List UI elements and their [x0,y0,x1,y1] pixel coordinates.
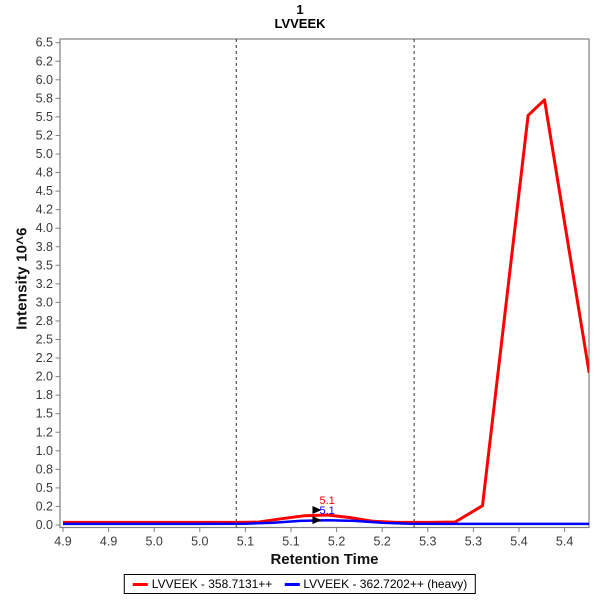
y-tick-label: 0.2 [36,499,53,513]
plot-border [59,38,590,529]
x-tick-label: 5.4 [556,535,573,549]
legend-item: LVVEEK - 362.7202++ (heavy) [284,577,467,591]
y-tick-label: 5.5 [36,110,53,124]
y-tick-label: 5.2 [36,128,53,142]
chart-title-peptide: LVVEEK [274,16,326,31]
peak-rt-annotation: 5.1 [319,505,334,517]
x-tick-label: 4.9 [100,535,117,549]
y-tick-label: 3.8 [36,240,53,254]
y-tick-label: 2.2 [36,351,53,365]
y-tick-label: 0.5 [36,481,53,495]
chart-title-number: 1 [296,2,304,17]
peak-annotation-arrow-icon [312,505,322,514]
y-tick-label: 6.5 [36,36,53,50]
y-tick-label: 3.2 [36,277,53,291]
series-line-light [63,98,589,524]
legend-label: LVVEEK - 362.7202++ (heavy) [303,577,468,591]
y-tick-label: 3.5 [36,258,53,272]
x-axis-label: Retention Time [270,551,379,568]
y-tick-label: 4.0 [36,221,53,235]
y-tick-label: 1.2 [36,425,53,439]
legend-line-sample-icon [132,582,148,586]
series-line-heavy [63,518,589,526]
x-tick-label: 5.3 [465,535,482,549]
y-tick-label: 4.8 [36,166,53,180]
y-tick-label: 2.0 [36,370,53,384]
y-tick-label: 5.0 [36,147,53,161]
y-tick-label: 0.8 [36,462,53,476]
legend: LVVEEK - 358.7131++ LVVEEK - 362.7202++ (… [123,574,477,594]
x-tick-label: 5.3 [419,535,436,549]
x-tick-label: 5.0 [191,535,208,549]
legend-label: LVVEEK - 358.7131++ [151,577,273,591]
y-tick-label: 6.0 [36,73,53,87]
y-tick-label: 4.5 [36,184,53,198]
peak-annotation-arrow-icon [312,516,322,525]
x-tick-label: 5.4 [510,535,527,549]
y-tick-label: 3.0 [36,295,53,309]
peak-rt-annotation: 5.1 [319,495,334,507]
x-tick-label: 4.9 [54,535,71,549]
y-tick-label: 1.0 [36,444,53,458]
y-tick-label: 4.2 [36,203,53,217]
y-tick-label: 0.0 [36,518,53,532]
y-tick-label: 1.8 [36,388,53,402]
y-tick-label: 1.5 [36,407,53,421]
y-tick-label: 2.5 [36,333,53,347]
legend-item: LVVEEK - 358.7131++ [132,577,273,591]
x-tick-label: 5.2 [374,535,391,549]
y-tick-label: 2.8 [36,314,53,328]
x-tick-label: 5.2 [328,535,345,549]
x-tick-label: 5.1 [282,535,299,549]
y-tick-label: 6.2 [36,54,53,68]
x-tick-label: 5.0 [146,535,163,549]
legend-line-sample-icon [284,582,300,586]
x-tick-label: 5.1 [237,535,254,549]
y-tick-label: 5.8 [36,91,53,105]
